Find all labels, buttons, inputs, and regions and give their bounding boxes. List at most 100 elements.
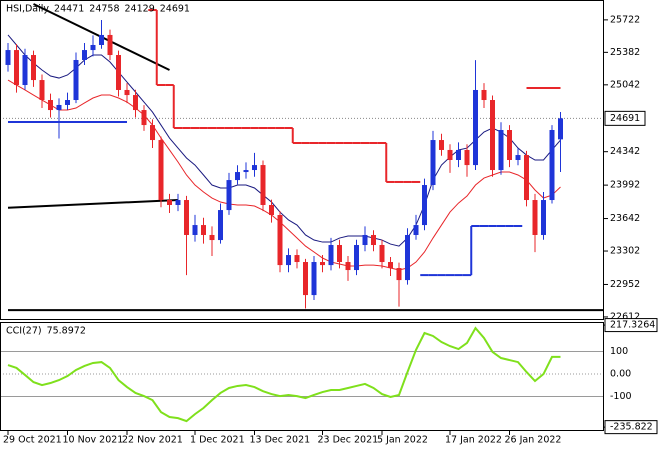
y2-tick-label: 0.00 xyxy=(610,369,631,380)
x-tick-label: 23 Dec 2021 xyxy=(318,435,379,446)
cci-value: 75.8972 xyxy=(47,326,86,337)
candle-body xyxy=(439,140,444,150)
candle-body xyxy=(549,130,555,201)
candle-body xyxy=(14,50,19,86)
candle-body xyxy=(226,180,232,211)
header-open: 24471 xyxy=(54,4,84,15)
y-tick-label: 23302 xyxy=(610,246,640,257)
candle-body xyxy=(48,100,53,111)
candle-body xyxy=(532,200,538,235)
candle-body xyxy=(99,34,104,45)
y2-tick-label: -100 xyxy=(610,391,632,402)
x-tick-label: 5 Jan 2022 xyxy=(377,435,428,446)
candle-body xyxy=(39,80,45,101)
x-tick-label: 29 Oct 2021 xyxy=(3,435,62,446)
x-tick-label: 17 Jan 2022 xyxy=(445,435,502,446)
candle-body xyxy=(184,200,189,235)
candle-body xyxy=(235,172,240,181)
candle-body xyxy=(90,44,96,51)
y2-tick-label: 217.3264 xyxy=(610,320,655,331)
trendline xyxy=(7,199,179,209)
candle-body xyxy=(167,200,172,205)
candle-body xyxy=(541,200,546,235)
chart-title: HSI,Daily xyxy=(6,4,49,15)
candle-body xyxy=(243,170,249,173)
candle-body xyxy=(175,200,181,205)
candle-body xyxy=(379,245,385,263)
candle-body xyxy=(260,165,266,205)
candle-body xyxy=(396,268,402,281)
candle-body xyxy=(320,262,325,266)
candle-body xyxy=(124,89,130,96)
candle-body xyxy=(5,50,11,65)
current-price-label: 24691 xyxy=(610,113,640,124)
candle-body xyxy=(422,185,427,226)
cci-pane-frame xyxy=(0,322,604,431)
candle-body xyxy=(507,130,512,160)
x-tick-label: 10 Nov 2021 xyxy=(63,435,124,446)
candle-body xyxy=(158,140,164,201)
candle-body xyxy=(456,149,461,160)
candle-body xyxy=(405,234,410,281)
candle-body xyxy=(56,104,62,111)
candle-body xyxy=(65,100,70,105)
candle-body xyxy=(22,55,28,86)
scale-box xyxy=(604,420,658,435)
candle-body xyxy=(209,234,215,241)
cci-title: CCI(27) xyxy=(6,326,42,337)
candle-body xyxy=(388,262,393,269)
header-high: 24758 xyxy=(89,4,119,15)
main-pane-frame xyxy=(0,0,604,320)
main-pane xyxy=(1,3,603,312)
x-tick-label: 1 Dec 2021 xyxy=(190,435,245,446)
candle-body xyxy=(498,130,504,171)
candle-body xyxy=(133,95,138,111)
candle-body xyxy=(371,234,376,246)
y-tick-label: 25382 xyxy=(610,47,640,58)
y-tick-label: 22952 xyxy=(610,279,640,290)
candle-body xyxy=(303,262,308,296)
indicator-line xyxy=(7,79,561,271)
candle-body xyxy=(116,55,121,90)
candle-body xyxy=(31,55,36,81)
y-tick-label: 23992 xyxy=(610,180,640,191)
candle-body xyxy=(524,155,529,201)
candle-body xyxy=(82,50,87,60)
candle-body xyxy=(362,234,368,246)
candle-body xyxy=(354,245,359,271)
candle-body xyxy=(277,215,283,266)
candle-body xyxy=(252,165,257,171)
x-tick-label: 26 Jan 2022 xyxy=(505,435,562,446)
candle-body xyxy=(269,204,274,216)
y-tick-label: 25722 xyxy=(610,14,640,25)
cci-line xyxy=(7,326,561,423)
y-tick-label: 23642 xyxy=(610,213,640,224)
indicator-line xyxy=(7,34,561,247)
candle-body xyxy=(286,255,291,266)
candle-body xyxy=(481,89,487,101)
candle-body xyxy=(490,100,495,171)
candle-body xyxy=(192,225,198,235)
candle-body xyxy=(311,262,317,296)
y-tick-label: 24342 xyxy=(610,146,640,157)
scale-box xyxy=(604,318,658,333)
candle-body xyxy=(515,155,521,160)
candle-body xyxy=(430,140,436,186)
candle-body xyxy=(294,255,300,263)
axes: 25722 25382 25042 24342 23992 23642 23302 22952… xyxy=(3,4,658,446)
header-low: 24129 xyxy=(125,4,155,15)
candle-body xyxy=(345,262,351,271)
candle-body xyxy=(150,125,155,141)
candle-body xyxy=(447,149,453,160)
candle-body xyxy=(218,210,223,241)
y2-tick-label: -235.822 xyxy=(610,422,653,433)
y2-tick-label: 100 xyxy=(610,346,628,357)
candle-body xyxy=(107,34,113,56)
y-tick-label: 25042 xyxy=(610,79,640,90)
cci-pane xyxy=(1,326,603,423)
x-tick-label: 13 Dec 2021 xyxy=(250,435,311,446)
y-tick-label: 22612 xyxy=(610,311,640,322)
candle-body xyxy=(558,118,563,140)
